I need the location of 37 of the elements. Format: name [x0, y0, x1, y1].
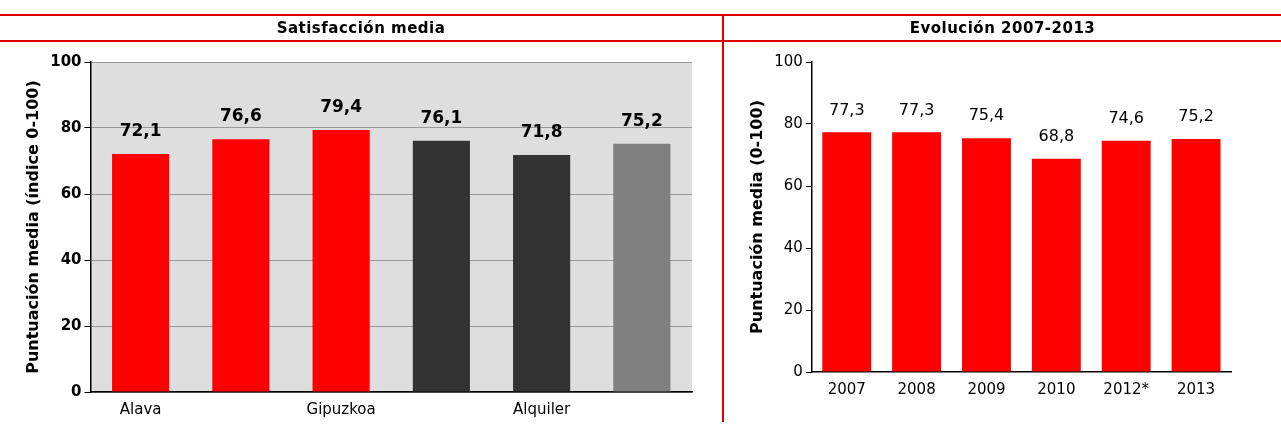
y-tick-label: 0	[71, 381, 82, 400]
y-axis-title: Puntuación media (0-100)	[746, 100, 766, 334]
x-tick-label: 2008	[897, 379, 936, 398]
data-label: 76,6	[219, 105, 262, 126]
y-tick-label: 40	[783, 237, 803, 256]
data-label: 75,4	[968, 105, 1005, 125]
y-tick-label: 20	[783, 299, 803, 318]
data-label: 72,1	[119, 119, 162, 140]
x-tick-label: Gipuzkoa	[306, 399, 376, 418]
data-label: 68,8	[1038, 125, 1075, 145]
data-label: 74,6	[1108, 107, 1145, 127]
chart-title: Satisfacción media	[0, 16, 722, 42]
x-tick-label: 2012*	[1103, 379, 1150, 398]
y-tick-label: 60	[60, 183, 82, 202]
y-tick-label: 0	[793, 361, 803, 380]
data-label: 71,8	[520, 120, 563, 141]
data-label: 77,3	[828, 99, 865, 119]
chart-title: Evolución 2007-2013	[724, 16, 1281, 42]
y-tick-label: 40	[60, 249, 82, 268]
y-axis-title: Puntuación media (índice 0-100)	[22, 80, 42, 374]
x-tick-label: 2007	[827, 379, 866, 398]
x-tick-label: 2013	[1176, 379, 1216, 398]
x-tick-label: 2010	[1037, 379, 1076, 398]
data-label: 76,1	[420, 106, 463, 127]
data-label: 79,4	[320, 95, 363, 116]
x-tick-label: Alquiler	[513, 399, 572, 418]
x-tick-label: Alava	[119, 399, 162, 418]
y-tick-label: 100	[50, 51, 82, 70]
data-label: 77,3	[898, 99, 935, 119]
y-tick-label: 100	[774, 51, 803, 70]
data-label: 75,2	[1178, 106, 1214, 126]
y-tick-label: 80	[60, 117, 82, 136]
x-tick-label: 2009	[967, 379, 1006, 398]
y-tick-label: 80	[783, 113, 803, 132]
y-tick-label: 60	[783, 175, 803, 194]
y-tick-label: 20	[60, 315, 82, 334]
data-label: 75,2	[620, 109, 663, 130]
